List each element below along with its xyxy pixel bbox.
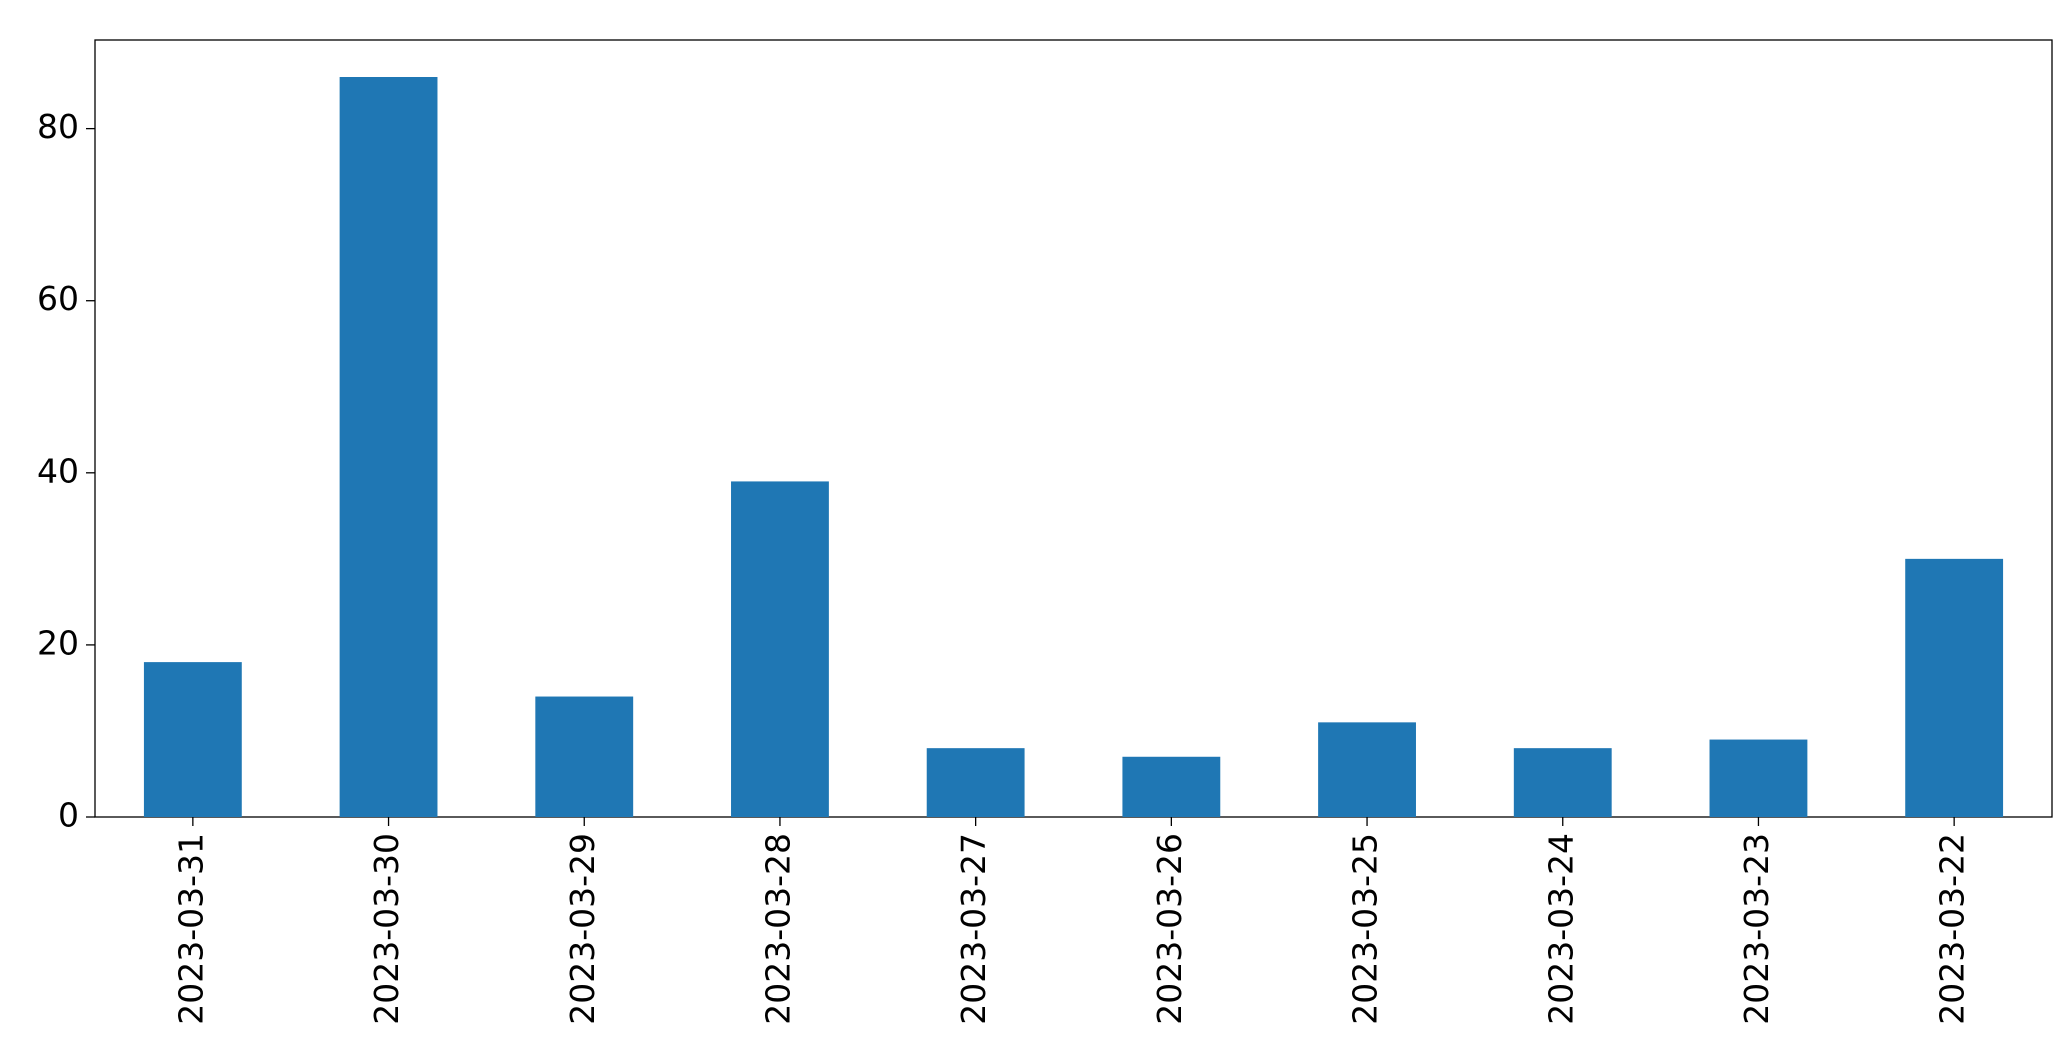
y-tick-label: 80 xyxy=(37,107,79,146)
y-tick-label: 40 xyxy=(37,451,79,490)
x-tick-label: 2023-03-26 xyxy=(1150,833,1189,1025)
bar xyxy=(731,481,829,817)
x-tick-label: 2023-03-24 xyxy=(1541,833,1580,1025)
bar xyxy=(1709,739,1808,817)
y-tick-label: 60 xyxy=(37,279,79,318)
y-tick-label: 0 xyxy=(58,796,79,835)
x-tick-label: 2023-03-23 xyxy=(1737,833,1776,1025)
x-tick-label: 2023-03-30 xyxy=(367,833,406,1025)
x-tick-label: 2023-03-25 xyxy=(1346,833,1385,1025)
bar xyxy=(1318,722,1416,817)
bar xyxy=(1513,748,1612,817)
x-tick-label: 2023-03-27 xyxy=(954,833,993,1025)
y-tick-label: 20 xyxy=(37,623,79,662)
bar xyxy=(1122,756,1221,817)
bar xyxy=(143,662,242,817)
bar xyxy=(1905,558,2004,817)
plot-frame xyxy=(94,39,2053,818)
bar xyxy=(339,77,438,817)
x-tick-label: 2023-03-31 xyxy=(171,833,210,1025)
bar xyxy=(926,748,1025,817)
x-tick-label: 2023-03-28 xyxy=(758,833,797,1025)
x-tick-label: 2023-03-22 xyxy=(1933,833,1972,1025)
bar xyxy=(535,696,634,817)
x-tick-label: 2023-03-29 xyxy=(563,833,602,1025)
